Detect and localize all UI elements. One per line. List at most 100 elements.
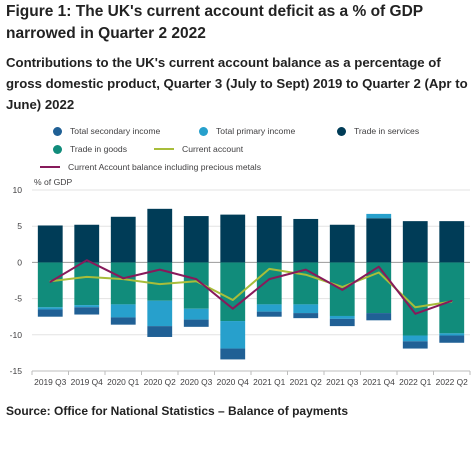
bar-goods — [37, 262, 63, 308]
bar-goods — [74, 262, 100, 306]
x-tick-label: 2020 Q2 — [144, 377, 176, 387]
line-current-account-point — [158, 283, 161, 285]
y-axis-label: % of GDP — [34, 178, 72, 187]
bar-goods — [110, 262, 136, 305]
x-tick-label: 2020 Q1 — [107, 377, 139, 387]
bar-primary-income — [329, 315, 355, 319]
bar-secondary-income — [366, 313, 392, 321]
x-tick-label: 2020 Q4 — [217, 377, 249, 387]
bar-secondary-income — [183, 319, 209, 327]
bar-secondary-income — [329, 318, 355, 327]
bar-primary-income — [147, 300, 173, 327]
line-current-account-point — [414, 306, 417, 309]
bar-goods — [439, 262, 465, 334]
legend-swatch-current-account — [154, 148, 174, 150]
x-tick-label: 2019 Q4 — [71, 377, 103, 387]
line-ca-ex-metals-point — [268, 278, 271, 280]
bar-goods — [147, 262, 173, 301]
x-tick-label: 2021 Q4 — [363, 377, 395, 387]
x-tick-label: 2021 Q1 — [253, 377, 285, 387]
bar-primary-income — [293, 304, 319, 314]
bar-primary-income — [183, 308, 209, 320]
bar-secondary-income — [293, 313, 319, 319]
legend-item-ca-ex-metals: Current Account balance including precio… — [40, 162, 261, 172]
line-current-account-point — [341, 286, 344, 288]
bar-primary-income — [256, 304, 282, 312]
line-ca-ex-metals-point — [450, 299, 453, 302]
legend-label: Trade in services — [354, 126, 420, 136]
legend-item-current-account: Current account — [154, 144, 243, 154]
bar-secondary-income — [402, 341, 428, 349]
line-current-account-point — [231, 299, 234, 301]
bar-services — [366, 218, 392, 263]
bar-services — [402, 221, 428, 263]
bar-primary-income — [402, 335, 428, 342]
bar-secondary-income — [74, 307, 100, 315]
bar-secondary-income — [256, 311, 282, 317]
chart-title: Figure 1: The UK's current account defic… — [6, 3, 423, 42]
bar-services — [37, 225, 63, 263]
line-ca-ex-metals-point — [414, 313, 417, 315]
x-tick-label: 2019 Q3 — [34, 377, 66, 387]
bar-services — [293, 218, 319, 263]
y-tick-label: 10 — [12, 185, 22, 195]
legend-item-primary-income: Total primary income — [199, 126, 295, 136]
line-current-account-point — [195, 280, 198, 283]
x-tick-label: 2021 Q3 — [326, 377, 358, 387]
bar-primary-income — [366, 213, 392, 219]
bar-services — [220, 214, 246, 263]
x-tick-label: 2022 Q2 — [436, 377, 468, 387]
x-tick-label: 2021 Q2 — [290, 377, 322, 387]
bar-secondary-income — [37, 309, 63, 317]
bar-secondary-income — [439, 335, 465, 343]
bar-secondary-income — [110, 317, 136, 325]
chart-area: % of GDP 10 5 0 -5 -10 -15 2019 Q3 2019 Q4 2020 Q… — [10, 178, 471, 387]
bar-secondary-income — [147, 326, 173, 337]
legend-label: Trade in goods — [70, 144, 128, 154]
y-tick-label: 0 — [17, 257, 22, 267]
source-note: Source: Office for National Statistics –… — [6, 404, 349, 418]
bar-services — [110, 216, 136, 263]
bar-services — [74, 224, 100, 263]
line-ca-ex-metals-point — [85, 259, 88, 262]
legend-label: Current account — [182, 144, 244, 154]
legend-swatch-secondary-income — [53, 126, 62, 136]
bar-services — [147, 208, 173, 263]
legend-swatch-services — [337, 126, 346, 136]
line-current-account-point — [304, 273, 307, 276]
legend-label: Current Account balance including precio… — [68, 162, 261, 172]
bar-services — [183, 216, 209, 263]
bar-primary-income — [220, 321, 246, 349]
line-ca-ex-metals-point — [195, 278, 198, 280]
line-current-account-point — [268, 268, 271, 270]
line-current-account-point — [377, 271, 380, 274]
legend-swatch-primary-income — [199, 126, 208, 136]
line-ca-ex-metals — [49, 259, 453, 315]
line-ca-ex-metals-point — [304, 268, 307, 271]
line-ca-ex-metals-point — [231, 307, 234, 310]
bar-services — [439, 221, 465, 263]
y-tick-label: 5 — [17, 221, 22, 231]
bar-primary-income — [439, 333, 465, 336]
line-ca-ex-metals-point — [49, 281, 52, 283]
y-tick-label: -10 — [10, 330, 23, 340]
y-tick-label: -5 — [14, 294, 22, 304]
line-ca-ex-metals-point — [158, 268, 161, 271]
line-current-account — [50, 267, 452, 309]
legend-label: Total secondary income — [70, 126, 161, 136]
legend-item-goods: Trade in goods — [53, 144, 127, 154]
line-ca-ex-metals-point — [341, 289, 344, 291]
legend-swatch-goods — [53, 144, 62, 154]
legend-label: Total primary income — [216, 126, 296, 136]
chart-subtitle: Contributions to the UK's current accoun… — [6, 55, 468, 112]
legend: Total secondary income Total primary inc… — [0, 124, 474, 179]
bar-services — [329, 224, 355, 263]
bar-services — [256, 216, 282, 263]
y-tick-label: -15 — [10, 366, 23, 376]
legend-item-secondary-income: Total secondary income — [53, 126, 160, 136]
line-current-account-point — [85, 276, 88, 278]
bar-goods — [366, 262, 392, 314]
legend-item-services: Trade in services — [337, 126, 419, 136]
bar-secondary-income — [220, 348, 246, 360]
x-tick-label: 2022 Q1 — [399, 377, 431, 387]
